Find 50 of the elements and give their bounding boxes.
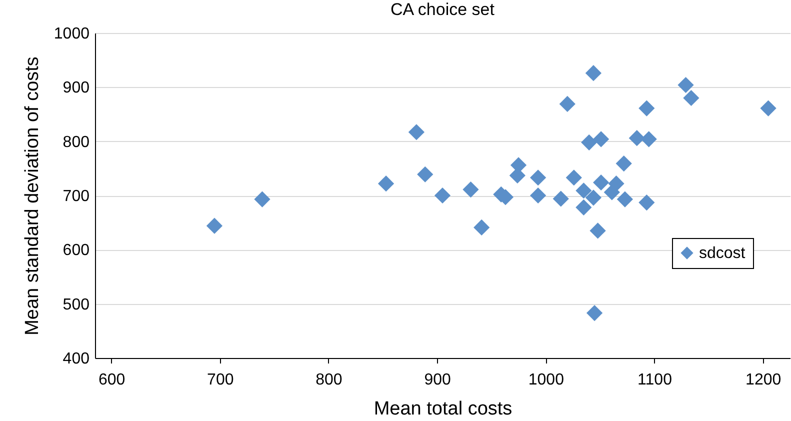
point — [760, 100, 776, 116]
y-tick-label: 700 — [62, 188, 90, 205]
point — [592, 131, 610, 148]
point — [590, 222, 606, 239]
y-tick-label: 1000 — [54, 26, 90, 42]
legend-label: sdcost — [699, 245, 746, 262]
point — [552, 190, 569, 207]
point — [640, 131, 657, 148]
x-tick-label: 600 — [98, 372, 126, 388]
x-tick-label: 1100 — [638, 372, 672, 388]
x-tick-label: 900 — [424, 372, 452, 388]
chart-title: CA choice set — [390, 0, 495, 19]
y-tick-label: 500 — [62, 296, 90, 314]
point — [592, 174, 610, 191]
point — [678, 76, 694, 94]
point — [581, 134, 598, 150]
point — [638, 194, 655, 211]
point — [530, 187, 546, 204]
x-tick-label: 1000 — [528, 372, 564, 388]
point — [462, 181, 479, 198]
point — [616, 191, 633, 208]
y-tick-label: 900 — [62, 80, 90, 97]
point — [585, 65, 602, 82]
x-tick-label: 700 — [207, 372, 234, 388]
point — [254, 191, 270, 208]
y-tick-label: 400 — [62, 350, 90, 368]
point — [474, 219, 490, 236]
point — [576, 199, 592, 216]
point — [530, 170, 546, 186]
point — [638, 100, 655, 116]
point — [378, 176, 394, 192]
y-tick-label: 800 — [62, 134, 90, 151]
point — [206, 218, 223, 234]
point — [628, 130, 645, 146]
point — [576, 182, 592, 199]
y-tick-label: 600 — [62, 242, 90, 260]
x-tick-label: 800 — [316, 372, 342, 388]
point — [683, 90, 700, 106]
point — [434, 187, 451, 204]
x-tick-label: 1200 — [746, 372, 782, 388]
y-axis-title: Mean standard deviation of costs — [22, 56, 43, 336]
x-axis-title: Mean total costs — [374, 398, 512, 420]
point — [616, 155, 632, 172]
point — [566, 170, 582, 186]
point — [586, 304, 603, 322]
point — [559, 96, 576, 112]
point — [585, 190, 602, 206]
point — [608, 176, 624, 192]
point — [417, 166, 434, 182]
point — [408, 124, 424, 140]
